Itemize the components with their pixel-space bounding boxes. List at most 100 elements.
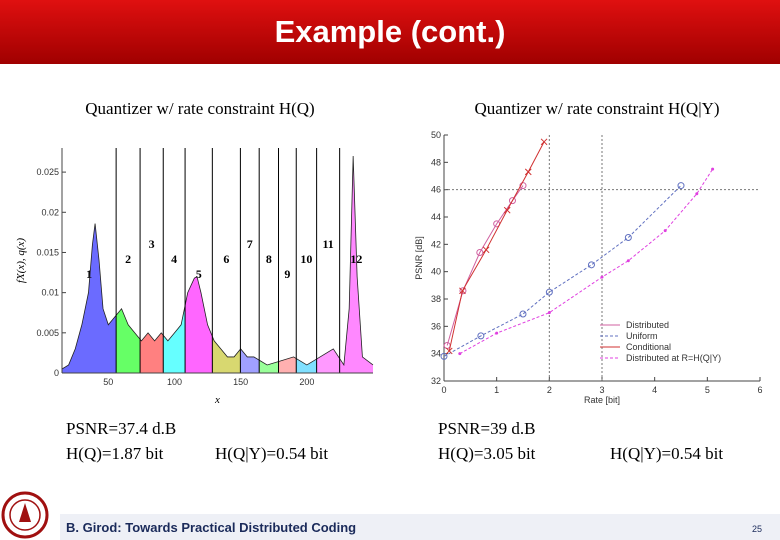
region-label: 10 [300,252,312,266]
region-fill [163,305,186,373]
region-label: 4 [171,252,177,266]
marker [519,182,527,190]
panel-heading: Quantizer w/ rate constraint H(Q|Y) [474,99,719,118]
panel-heading: Quantizer w/ rate constraint H(Q) [85,99,314,118]
y-tick-label: 44 [431,212,441,222]
marker [458,352,462,356]
series-line [459,168,714,355]
region-fill [116,308,141,373]
legend-label: Distributed [626,320,669,330]
stat: PSNR=39 d.B [438,419,535,438]
marker [711,167,715,171]
marker [440,352,448,360]
footer-bar [60,514,780,540]
legend-label: Uniform [626,331,658,341]
region-label: 8 [266,252,272,266]
y-tick-label: 32 [431,376,441,386]
x-tick-label: 150 [233,377,248,387]
x-axis-label: x [214,394,220,406]
legend-label: Distributed at R=H(Q|Y) [626,353,721,363]
x-tick-label: 1 [494,385,499,395]
region-fill [212,336,241,373]
marker [524,168,532,176]
x-tick-label: 100 [167,377,182,387]
slide-title: Example (cont.) [275,14,506,49]
logo [1,491,49,539]
y-tick-label: 36 [431,321,441,331]
marker [459,287,467,295]
stat: H(Q|Y)=0.54 bit [215,444,328,463]
stat: PSNR=37.4 d.B [66,419,176,438]
y-tick-label: 46 [431,185,441,195]
x-tick-label: 2 [547,385,552,395]
y-tick-label: 0.02 [41,207,59,217]
region-label: 3 [149,237,155,251]
marker [519,310,527,318]
marker [587,261,595,269]
y-tick-label: 40 [431,267,441,277]
region-label: 6 [223,252,229,266]
region-label: 5 [196,267,202,281]
marker [624,234,632,241]
region-fill [185,276,213,373]
region-fill [62,223,117,373]
y-tick-label: 0.01 [41,288,59,298]
region-fill [316,348,340,373]
region-fill [278,356,297,373]
footer-text: B. Girod: Towards Practical Distributed … [66,520,356,535]
stat: H(Q)=1.87 bit [66,444,164,463]
y-tick-label: 0.015 [36,247,59,257]
marker [459,287,466,295]
y-tick-label: 38 [431,294,441,304]
region-label: 9 [284,267,290,281]
marker [445,347,453,355]
y-tick-label: 34 [431,349,441,359]
legend-label: Conditional [626,342,671,352]
page-number: 25 [752,524,762,534]
region-label: 2 [125,252,131,266]
y-tick-label: 42 [431,239,441,249]
x-axis-label: Rate [bit] [584,395,620,405]
x-tick-label: 200 [299,377,314,387]
marker [482,246,490,254]
y-tick-label: 0 [54,368,59,378]
marker [508,197,516,205]
title-banner [0,0,780,64]
density-curve [61,156,374,370]
marker [663,229,667,233]
x-tick-label: 50 [103,377,113,387]
stat: H(Q)=3.05 bit [438,444,536,463]
x-tick-label: 4 [652,385,657,395]
region-label: 7 [247,237,253,251]
y-tick-label: 50 [431,130,441,140]
marker [547,311,551,315]
series-line [446,185,524,346]
x-tick-label: 3 [599,385,604,395]
region-fill [240,348,260,373]
y-tick-label: 0.005 [36,328,59,338]
marker [503,206,511,214]
y-tick-label: 48 [431,157,441,167]
region-fill [140,332,164,373]
region-label: 1 [86,267,92,281]
marker [545,288,553,296]
x-tick-label: 0 [441,385,446,395]
marker [677,182,685,190]
marker [540,138,548,146]
stat: H(Q|Y)=0.54 bit [610,444,723,463]
region-label: 11 [322,237,333,251]
marker [476,249,484,257]
marker [600,275,604,279]
marker [495,331,499,335]
x-tick-label: 5 [705,385,710,395]
y-tick-label: 0.025 [36,167,59,177]
marker [695,192,699,196]
marker [477,332,485,340]
y-axis-label: fX(x), q(x) [15,238,27,284]
y-axis-label: PSNR [dB] [414,236,424,280]
series-line [443,185,682,357]
marker [626,259,630,263]
x-tick-label: 6 [757,385,762,395]
series-line [448,141,545,352]
